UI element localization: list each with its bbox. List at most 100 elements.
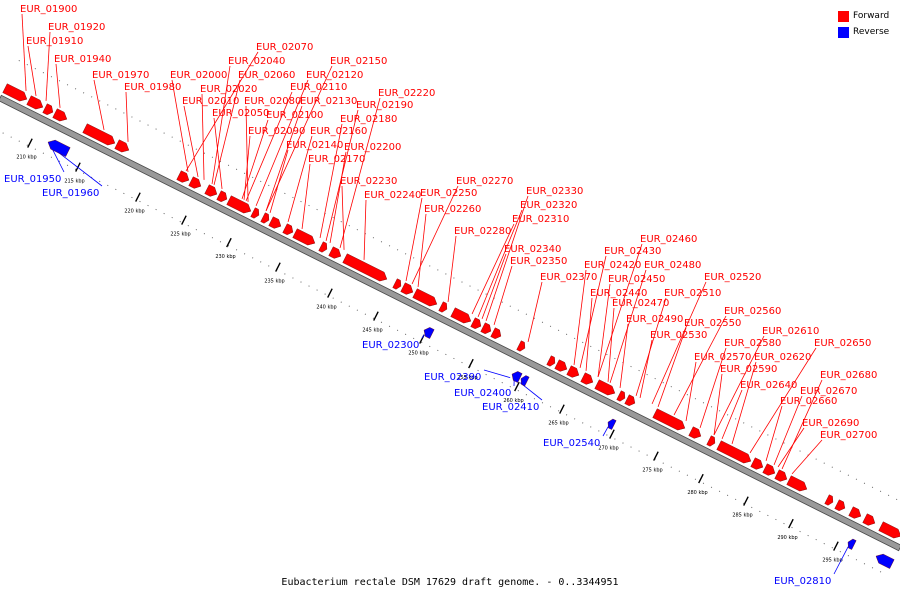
reverse-gene-label: EUR_01950 [4, 174, 61, 185]
forward-leader-line [471, 223, 515, 315]
forward-gene [594, 379, 616, 396]
forward-gene [82, 123, 116, 146]
forward-leader-line [713, 335, 765, 436]
forward-leader-line [201, 93, 205, 180]
scale-tick [514, 381, 520, 392]
forward-leader-line [639, 339, 653, 398]
scale-ruler: 210 kbp 215 kbp 220 kbp 225 kbp 230 kbp 235 k… [16, 138, 843, 563]
reverse-gene [607, 418, 617, 430]
scale-tick [743, 496, 749, 506]
forward-leader-line [405, 197, 423, 281]
forward-gene-label: EUR_02120 [306, 70, 363, 81]
forward-leader-line [607, 307, 615, 382]
forward-leader-line [579, 255, 607, 368]
forward-gene-label: EUR_02320 [520, 200, 577, 211]
forward-gene-label: EUR_02570 [694, 352, 751, 363]
forward-leader-line [777, 427, 805, 468]
scale-tick-label: 260 kbp [503, 398, 523, 404]
backbone-band [0, 94, 900, 552]
forward-leader-line [341, 185, 345, 250]
forward-gene-label: EUR_02170 [308, 154, 365, 165]
reverse-gene [511, 371, 523, 383]
forward-gene [250, 207, 260, 219]
forward-gene [878, 521, 900, 539]
forward-leader-line [55, 63, 61, 108]
forward-gene [328, 246, 342, 259]
forward-leader-line [269, 149, 289, 214]
forward-leader-line [699, 347, 727, 429]
forward-gene-label: EUR_02270 [456, 176, 513, 187]
scale-tick-label: 210 kbp [16, 154, 36, 160]
forward-gene [616, 390, 626, 402]
scale-tick [559, 404, 565, 414]
forward-leader-line [245, 105, 249, 202]
forward-leader-line [213, 117, 223, 189]
forward-gene-label: EUR_02420 [584, 260, 641, 271]
forward-gene [204, 184, 218, 197]
forward-gene-label: EUR_02070 [256, 42, 313, 53]
reverse-leader-line [55, 150, 103, 187]
forward-leader-line [265, 65, 333, 212]
scale-tick-label: 230 kbp [215, 254, 235, 260]
scale-tick-label: 225 kbp [170, 231, 190, 237]
forward-gene-label: EUR_02670 [800, 386, 857, 397]
forward-leader-line [713, 373, 723, 435]
forward-gene-label: EUR_02340 [504, 244, 561, 255]
forward-gene [292, 228, 316, 246]
forward-gene-label: EUR_01920 [48, 22, 105, 33]
forward-gene-label: EUR_01980 [124, 82, 181, 93]
scale-tick [653, 451, 659, 461]
forward-leader-line [573, 269, 587, 365]
forward-gene [580, 372, 594, 385]
forward-leader-line [477, 209, 523, 318]
forward-gene [282, 223, 294, 236]
scale-tick-label: 245 kbp [362, 327, 382, 333]
forward-leader-line [651, 281, 707, 405]
scale-tick [327, 288, 333, 298]
forward-leader-line [685, 361, 697, 421]
forward-gene [554, 359, 568, 372]
forward-gene-label: EUR_02110 [290, 82, 347, 93]
forward-gene [392, 278, 402, 290]
forward-gene [400, 282, 414, 295]
forward-leader-line [255, 79, 309, 207]
reverse-gene [875, 553, 895, 569]
scale-tick-label: 285 kbp [732, 512, 752, 518]
genome-caption: Eubacterium rectale DSM 17629 draft geno… [281, 577, 619, 588]
forward-gene-label: EUR_02220 [378, 88, 435, 99]
reverse-gene [847, 538, 857, 550]
forward-gene-label: EUR_02260 [424, 204, 481, 215]
reverse-gene-label: EUR_02300 [362, 340, 419, 351]
forward-leader-line [93, 79, 105, 130]
forward-leader-line [597, 283, 611, 377]
forward-gene [260, 212, 270, 224]
forward-gene [566, 365, 580, 378]
forward-leader-line [301, 163, 311, 229]
forward-gene [480, 322, 492, 335]
forward-gene [652, 408, 686, 431]
scale-tick-label: 255 kbp [457, 375, 477, 381]
reverse-leader-line [51, 148, 65, 173]
forward-leader-line [791, 439, 823, 475]
forward-gene [470, 317, 482, 330]
forward-leader-line [527, 281, 543, 342]
forward-track-guide [18, 59, 900, 502]
legend-reverse-label: Reverse [853, 27, 890, 37]
scale-tick [275, 262, 281, 272]
forward-gene [834, 499, 846, 512]
reverse-gene-label: EUR_02410 [482, 402, 539, 413]
reverse-gene-label: EUR_02810 [774, 576, 831, 587]
forward-gene-label: EUR_02490 [626, 314, 683, 325]
forward-gene-label: EUR_02700 [820, 430, 877, 441]
forward-gene [52, 108, 68, 122]
forward-gene [716, 440, 752, 464]
forward-gene-label: EUR_02590 [720, 364, 777, 375]
forward-gene-label: EUR_02160 [310, 126, 367, 137]
forward-leader-line [673, 315, 727, 416]
forward-gene-label: EUR_02520 [704, 272, 761, 283]
forward-gene-label: EUR_02310 [512, 214, 569, 225]
forward-gene [42, 103, 54, 116]
forward-leader-line [363, 199, 367, 260]
reverse-gene [47, 139, 71, 157]
scale-tick [833, 541, 839, 551]
